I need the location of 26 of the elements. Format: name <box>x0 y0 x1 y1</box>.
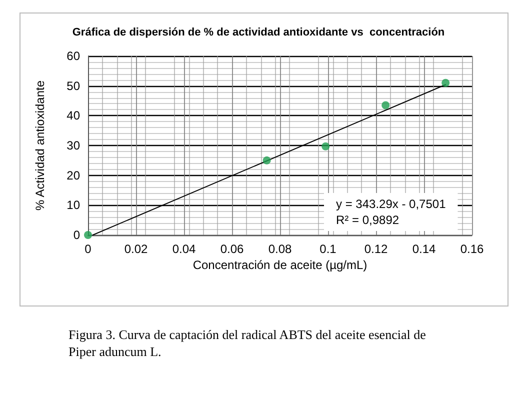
x-tick-label: 0.08 <box>268 242 292 256</box>
x-tick-label: 0.12 <box>364 242 388 256</box>
x-tick-label: 0.16 <box>460 242 484 256</box>
x-tick-label: 0.04 <box>172 242 196 256</box>
point <box>322 142 330 150</box>
point <box>84 231 92 239</box>
x-tick-label: 0 <box>84 242 92 256</box>
point <box>382 101 390 110</box>
y-tick-label: 10 <box>66 198 80 212</box>
x-tick-label: 0.14 <box>412 242 436 256</box>
annotation: y = 343.29x - 0,7501 R² = 0,9892 <box>336 197 446 227</box>
y-tick-label: 30 <box>66 138 80 152</box>
y-tick-label: 60 <box>66 49 80 63</box>
y-tick-label: 40 <box>66 108 80 123</box>
y-axis-title: % Actividad antioxidante <box>33 80 47 211</box>
y-tick-label: 20 <box>66 168 80 182</box>
x-tick-label: 0.1 <box>320 242 337 256</box>
point <box>262 156 271 164</box>
y-tick-label: 50 <box>66 78 80 93</box>
y-tick-label: 0 <box>73 228 80 242</box>
chart-title: Gráfica de dispersión de % de actividad antioxidante vs concentración <box>72 26 445 38</box>
x-tick-label: 0.02 <box>124 242 148 256</box>
point <box>442 78 450 87</box>
x-tick-label: 0.06 <box>220 242 244 256</box>
text: Figura 3. Curva de captación del radical ABTS del aceite esencial de Piper aduncum L. <box>68 327 430 359</box>
x-axis-title: Concentración de aceite (µg/mL) <box>192 258 368 272</box>
